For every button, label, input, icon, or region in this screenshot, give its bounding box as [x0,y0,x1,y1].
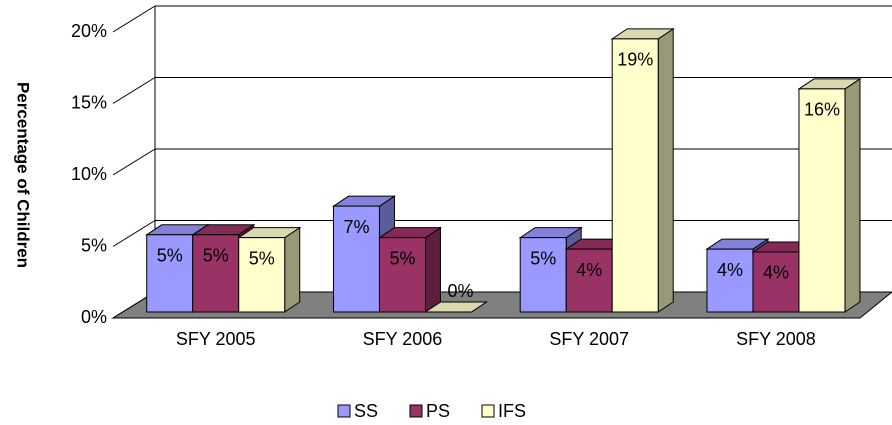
data-label: 5% [203,246,229,266]
x-tick-label: SFY 2008 [736,329,816,349]
bar-front [611,38,659,313]
bar-front [706,248,754,313]
bar-front [238,237,286,313]
y-tick-label: 10% [71,164,107,184]
bar-front [332,205,380,313]
bar [377,226,443,313]
data-label: 4% [717,260,743,280]
bar [237,226,302,313]
bar-front [565,248,613,313]
data-label: 19% [617,50,653,70]
data-label: 5% [249,248,275,268]
legend-swatch [409,404,423,418]
legend-label: PS [426,401,450,421]
bar-side [844,77,861,313]
tick-mark [112,5,156,33]
bar-side [284,226,301,313]
x-tick-label: SFY 2006 [363,329,443,349]
y-tick-label: 15% [71,92,107,112]
x-tick-label: SFY 2007 [549,329,629,349]
data-label: 0% [447,281,473,301]
tick-mark [112,220,156,247]
data-label: 5% [157,246,183,266]
y-tick-label: 20% [71,21,107,41]
data-label: 4% [576,260,602,280]
y-axis-title: Percentage of Children [14,82,33,268]
tick-mark [112,148,156,176]
legend-swatch [337,404,351,418]
bar-front [798,88,846,313]
data-label: 5% [389,248,415,268]
bar [797,77,862,313]
bar [423,301,489,313]
bar-front [192,234,240,313]
bar [191,223,256,313]
data-label: 5% [530,248,556,268]
bar-front [378,237,426,313]
legend-label: IFS [498,401,526,421]
legend-swatch [481,404,495,418]
bar-side [657,27,674,313]
data-label: 4% [763,263,789,283]
x-tick-label: SFY 2005 [176,329,256,349]
data-label: 7% [343,217,369,237]
bar-side [424,226,441,313]
tick-mark [112,77,156,104]
data-label: 16% [804,100,840,120]
bar [610,27,675,313]
y-tick-label: 0% [81,307,107,327]
bar-front [519,237,567,313]
y-tick-label: 5% [81,235,107,255]
legend-label: SS [354,401,378,421]
